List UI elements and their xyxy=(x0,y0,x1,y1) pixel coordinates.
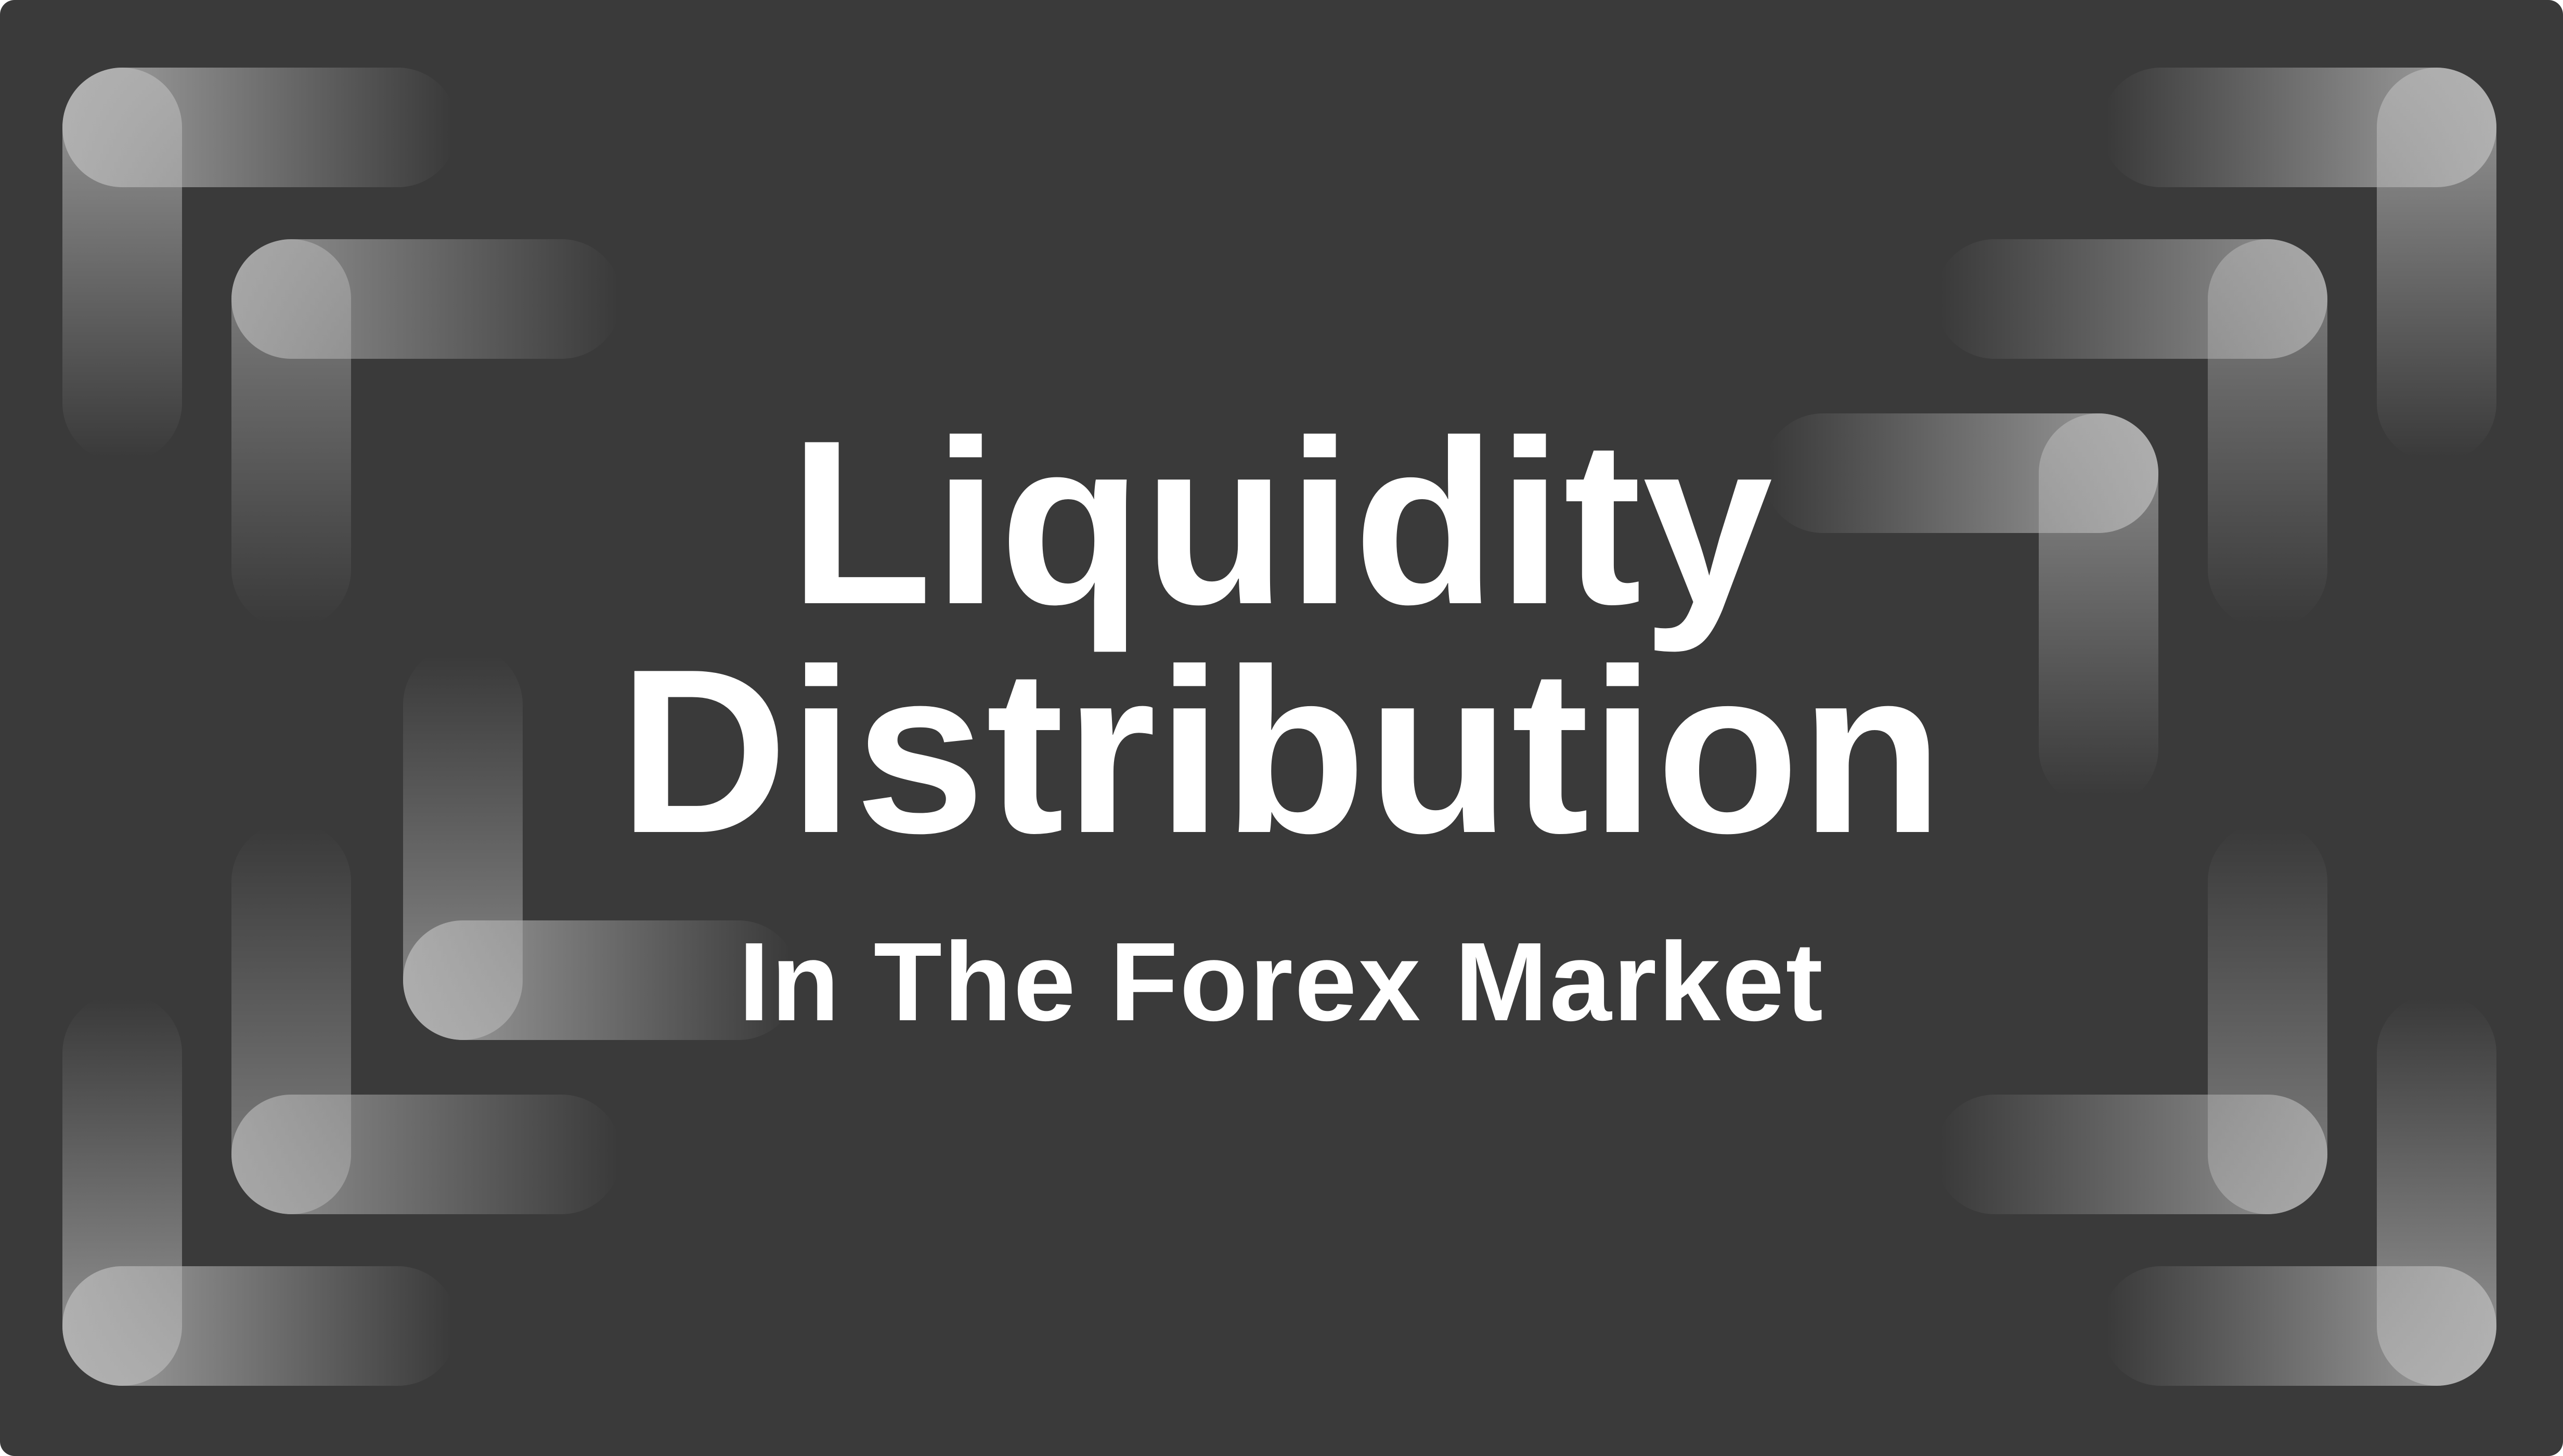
right-inner-leg xyxy=(2039,413,2158,809)
left-middle-bottom-leg xyxy=(231,822,351,1214)
subtitle: In The Forex Market xyxy=(738,919,1825,1044)
left-outer-top-leg xyxy=(62,68,182,463)
right-outer-bottom-leg xyxy=(2377,993,2496,1386)
left-middle-top-leg xyxy=(231,239,351,629)
left-outer-bottom-leg xyxy=(62,993,182,1386)
headline-line-2: Distribution xyxy=(618,621,1945,882)
right-outer-top-leg xyxy=(2377,68,2496,463)
left-inner-leg xyxy=(403,645,523,1040)
headline-line-1: Liquidity xyxy=(789,392,1774,653)
right-middle-top-leg xyxy=(2208,239,2327,629)
right-middle-bottom-leg xyxy=(2208,822,2327,1214)
